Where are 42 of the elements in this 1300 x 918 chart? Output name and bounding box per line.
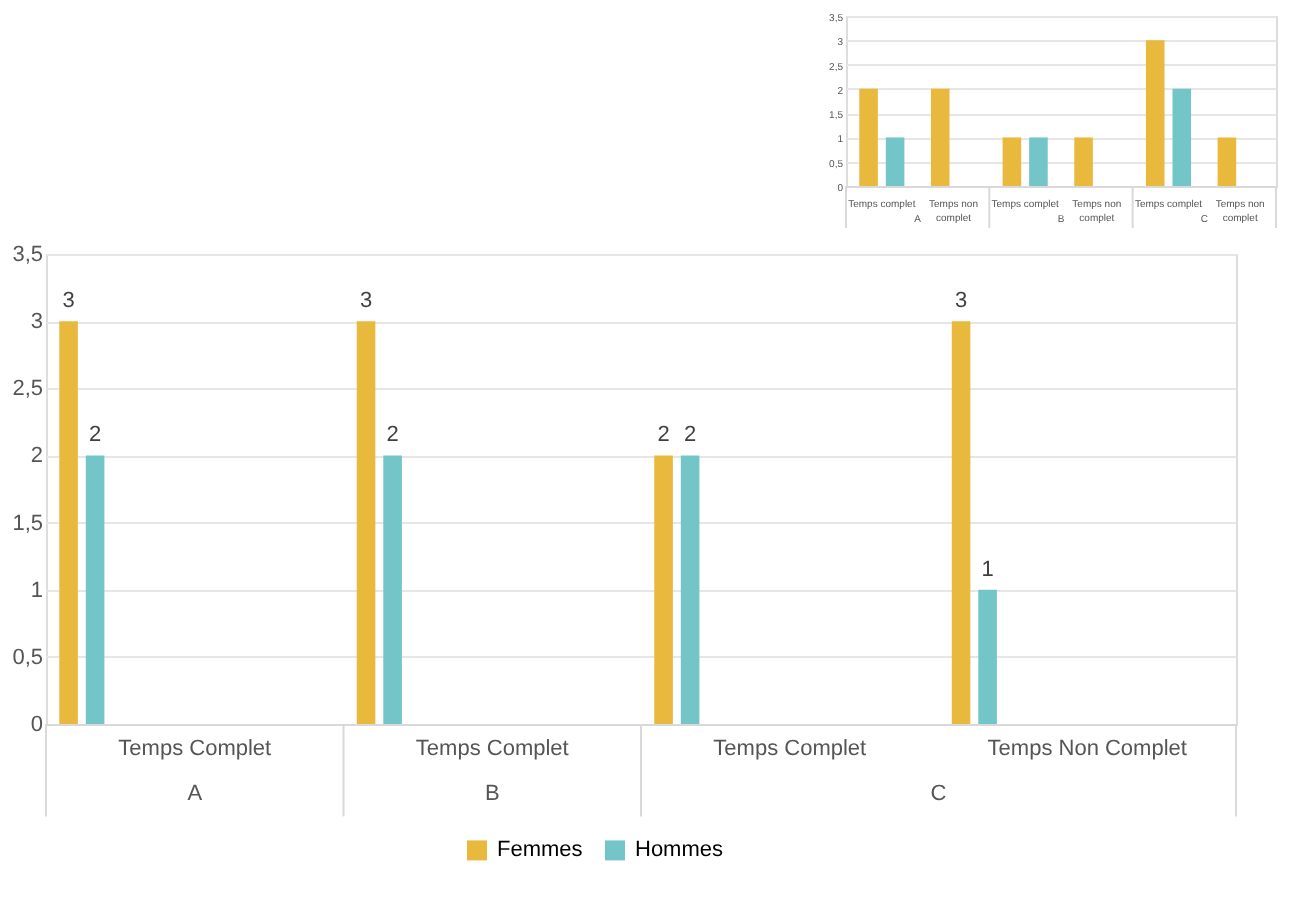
bar — [951, 321, 971, 724]
x-tick-label: Temps Complet — [415, 737, 569, 761]
bar — [1002, 137, 1022, 186]
y-tick-label: 2,5 — [12, 377, 43, 402]
bar — [1029, 137, 1048, 186]
bar — [654, 455, 673, 724]
bar — [356, 321, 376, 724]
bar — [978, 589, 997, 724]
y-tick-label: 0,5 — [12, 645, 43, 670]
bar — [1217, 137, 1237, 186]
x-tick-label: Temps Complet — [118, 737, 272, 761]
bar — [859, 88, 878, 186]
data-label: 3 — [359, 289, 373, 314]
text: B — [484, 782, 500, 807]
bar — [930, 88, 950, 186]
data-label: 3 — [954, 289, 968, 314]
bar — [1074, 137, 1093, 186]
y-tick-label: 3 — [30, 310, 43, 335]
bar — [383, 455, 402, 724]
x-tick-label: Temps Complet — [713, 737, 867, 761]
text: A — [187, 782, 204, 807]
data-label: 2 — [88, 423, 102, 448]
data-label: 2 — [657, 423, 670, 448]
bar — [59, 321, 78, 724]
y-tick-label: 3,5 — [12, 243, 43, 267]
text: C — [930, 782, 947, 807]
legend-label: Hommes — [635, 838, 725, 863]
data-label: 2 — [386, 423, 399, 448]
bar — [1172, 88, 1192, 186]
bar — [680, 455, 700, 724]
bar — [1145, 40, 1165, 186]
y-tick-label: 0 — [30, 713, 43, 737]
y-tick-label: 1 — [30, 578, 43, 603]
bar — [885, 137, 905, 186]
y-tick-label: 1,5 — [12, 511, 43, 536]
y-tick-label: 2 — [30, 444, 43, 469]
bar — [85, 455, 105, 724]
data-label: 3 — [62, 289, 75, 314]
x-tick-label: Temps Non Complet — [987, 737, 1187, 761]
data-label: 2 — [683, 423, 697, 448]
legend-label: Femmes — [497, 838, 584, 863]
data-label: 1 — [981, 557, 994, 582]
